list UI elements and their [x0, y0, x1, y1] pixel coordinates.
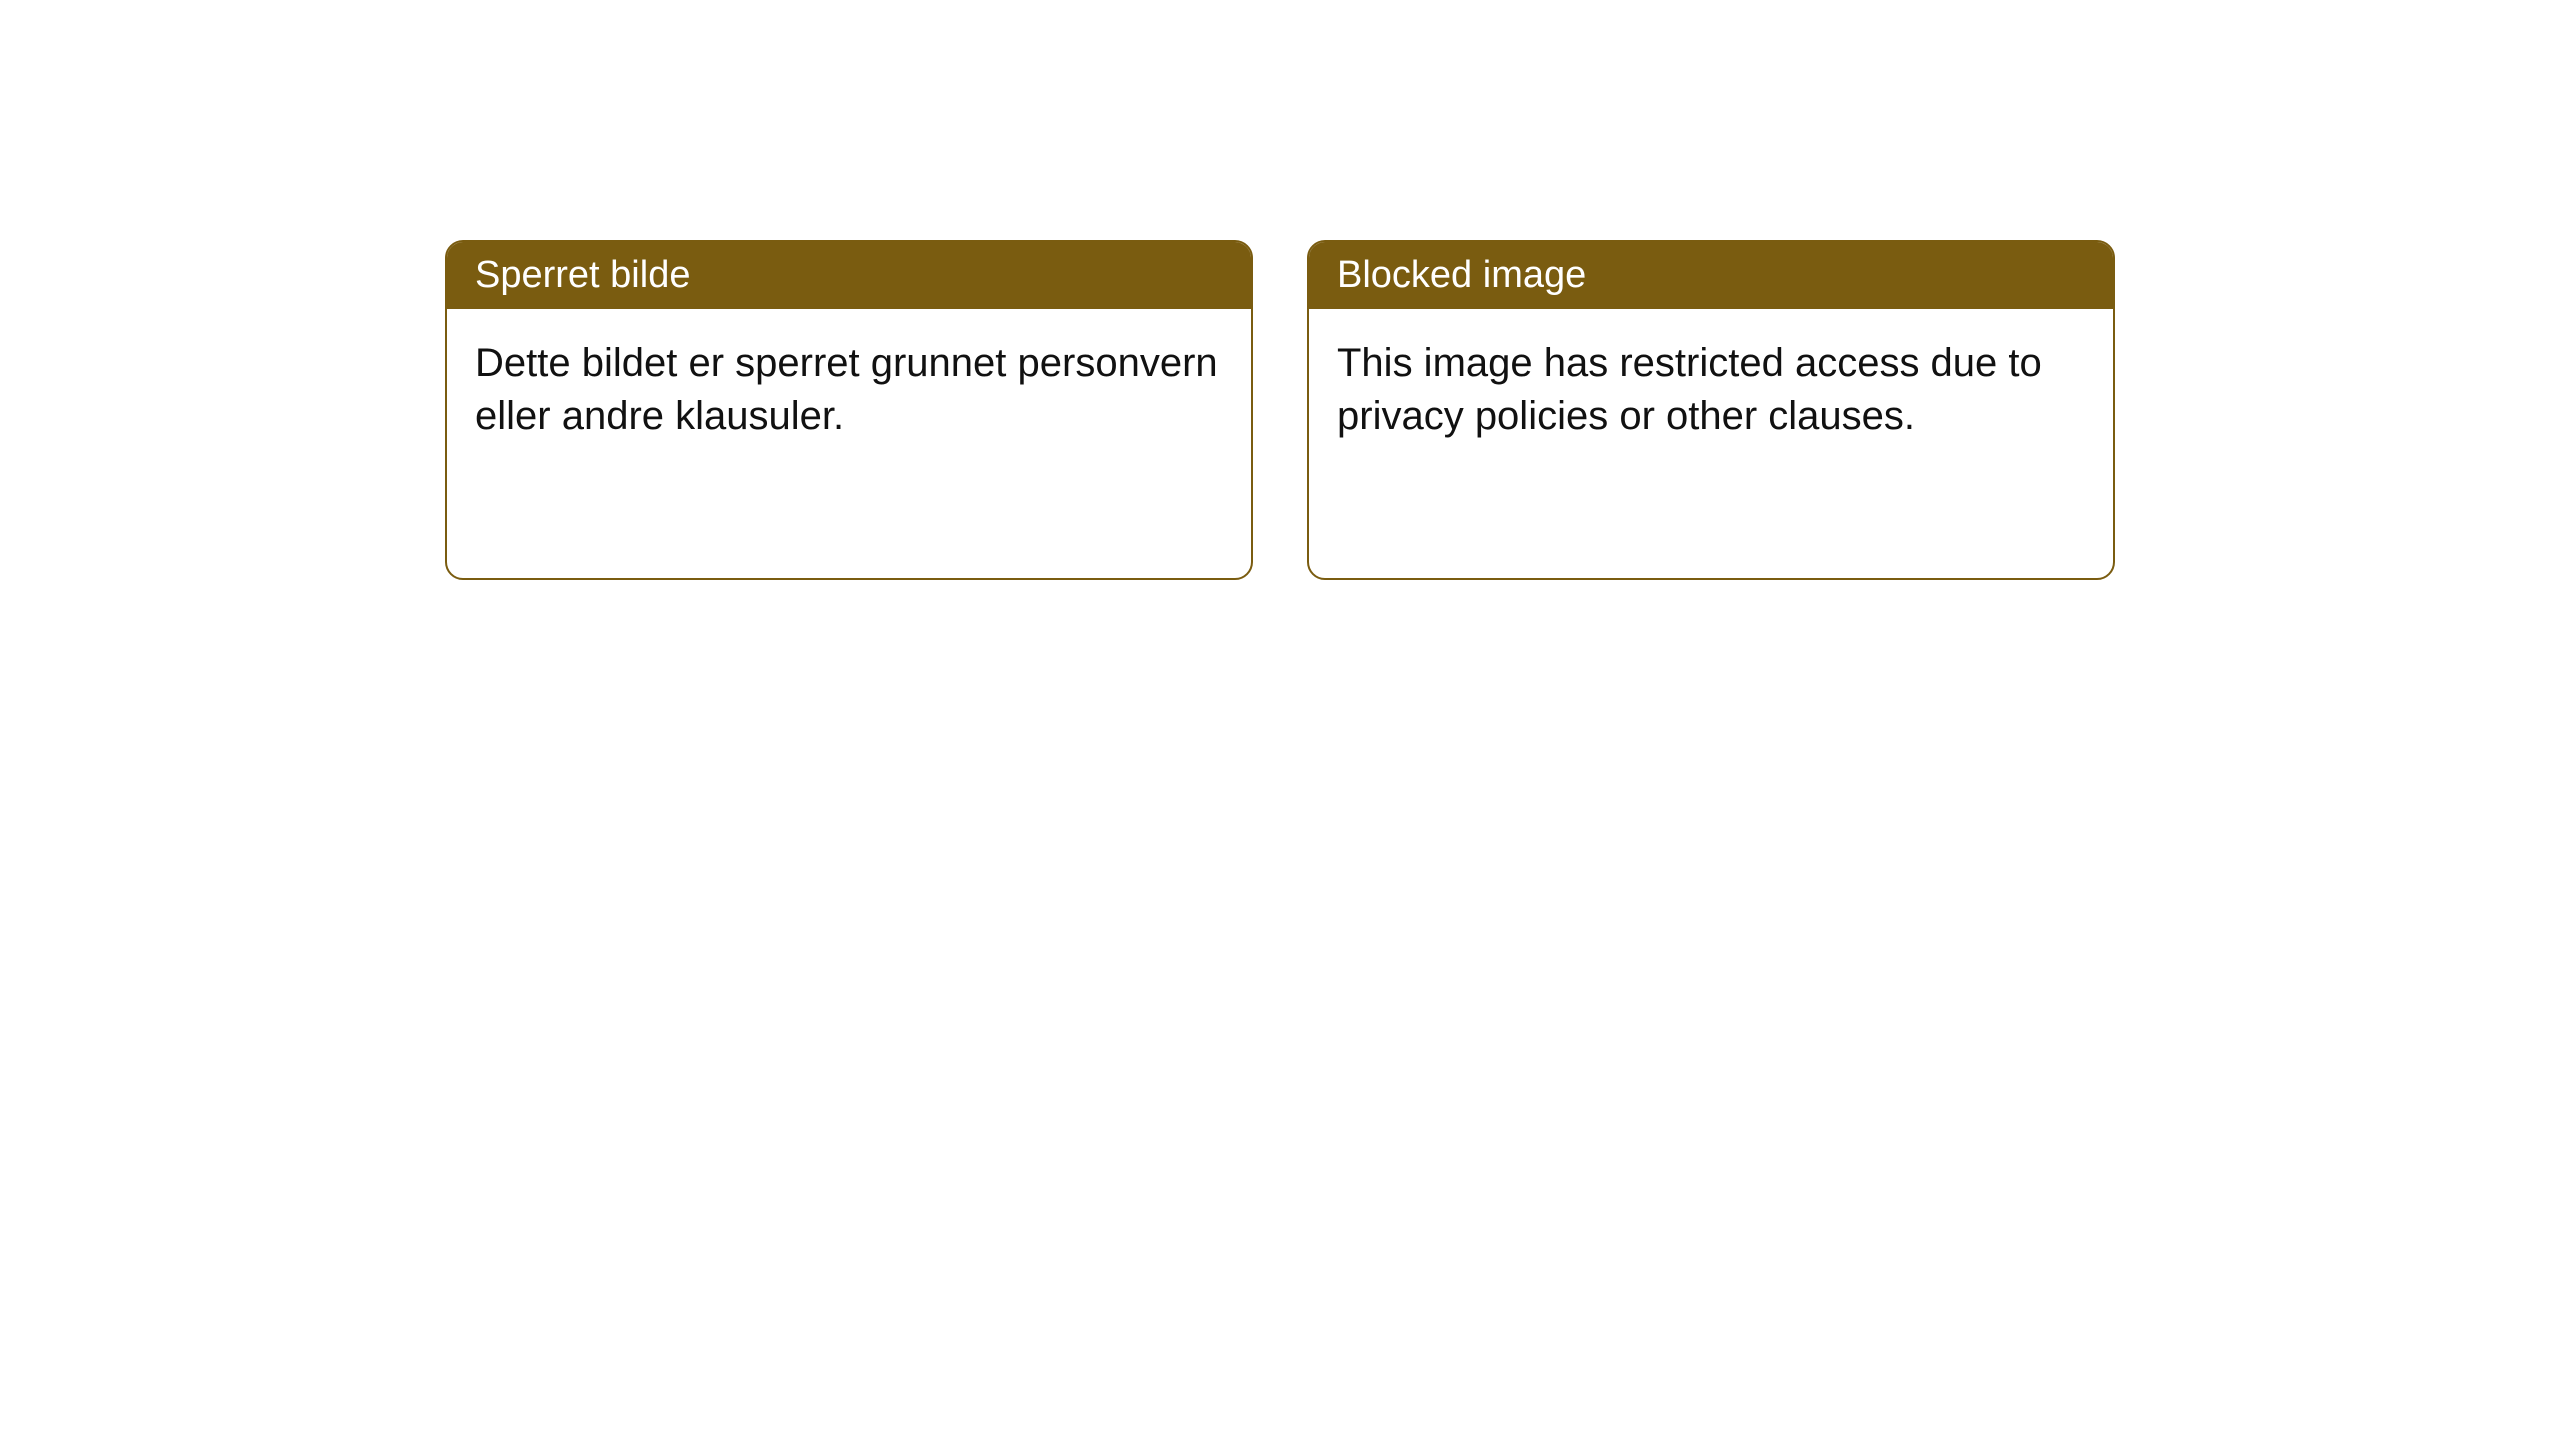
notice-card-norwegian: Sperret bilde Dette bildet er sperret gr…	[445, 240, 1253, 580]
notice-cards-container: Sperret bilde Dette bildet er sperret gr…	[445, 240, 2115, 580]
notice-card-body: Dette bildet er sperret grunnet personve…	[447, 309, 1251, 471]
notice-card-header: Blocked image	[1309, 242, 2113, 309]
notice-card-body: This image has restricted access due to …	[1309, 309, 2113, 471]
notice-card-english: Blocked image This image has restricted …	[1307, 240, 2115, 580]
notice-card-header: Sperret bilde	[447, 242, 1251, 309]
